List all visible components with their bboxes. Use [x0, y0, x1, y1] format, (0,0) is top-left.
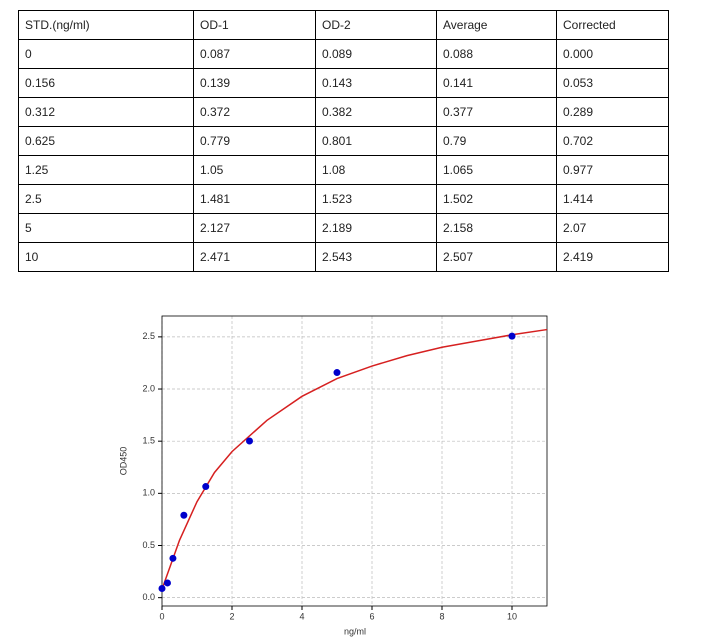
y-tick-label: 0.5 [142, 540, 155, 550]
table-cell: 0.143 [315, 68, 437, 98]
y-tick-label: 1.0 [142, 488, 155, 498]
table-cell: STD.(ng/ml) [18, 10, 194, 40]
table-cell: Corrected [556, 10, 669, 40]
table-cell: 0.141 [436, 68, 557, 98]
y-tick-label: 0.0 [142, 592, 155, 602]
data-point [163, 579, 171, 587]
table-row: 0.312 0.372 0.382 0.377 0.289 [18, 97, 669, 127]
table-cell: 0.977 [556, 155, 669, 185]
table-cell: 2.507 [436, 242, 557, 272]
data-point [169, 554, 177, 562]
table-row: 5 2.127 2.189 2.158 2.07 [18, 213, 669, 243]
table-cell: 0.779 [193, 126, 316, 156]
table-cell: 10 [18, 242, 194, 272]
data-point [202, 483, 210, 491]
x-axis-label: ng/ml [344, 626, 366, 636]
table-cell: 0.79 [436, 126, 557, 156]
header-row: STD.(ng/ml) OD-1 OD-2 Average Corrected [18, 10, 669, 40]
x-tick-label: 2 [229, 611, 234, 621]
table-cell: 0.089 [315, 39, 437, 69]
data-point [508, 332, 516, 340]
y-tick-label: 2.0 [142, 383, 155, 393]
x-tick-label: 10 [507, 611, 517, 621]
plot-frame [161, 315, 548, 607]
table-row: 10 2.471 2.543 2.507 2.419 [18, 242, 669, 272]
data-point [333, 369, 341, 377]
table-cell: OD-1 [193, 10, 316, 40]
x-tick-label: 6 [369, 611, 374, 621]
data-point [158, 584, 166, 592]
table-cell: 1.414 [556, 184, 669, 214]
table-cell: 2.189 [315, 213, 437, 243]
table-cell: Average [436, 10, 557, 40]
table-cell: 2.07 [556, 213, 669, 243]
table-cell: 1.05 [193, 155, 316, 185]
fit-curve [161, 328, 548, 590]
table-cell: 0.087 [193, 39, 316, 69]
table-cell: 1.065 [436, 155, 557, 185]
table-cell: 2.471 [193, 242, 316, 272]
data-point [246, 437, 253, 445]
data-table: STD.(ng/ml) OD-1 OD-2 Average Corrected 0 0.08… [18, 10, 669, 272]
figure-bg [108, 288, 583, 644]
table-cell: 2.5 [18, 184, 194, 214]
x-tick-label: 8 [439, 611, 444, 621]
table-cell: 0.377 [436, 97, 557, 127]
x-tick-label: 0 [159, 611, 164, 621]
table-cell: 2.419 [556, 242, 669, 272]
y-tick-label: 2.5 [142, 331, 155, 341]
table-row: 0 0.087 0.089 0.088 0.000 [18, 39, 669, 69]
table-cell: 0.312 [18, 97, 194, 127]
table-cell: 2.543 [315, 242, 437, 272]
table-cell: 0.382 [315, 97, 437, 127]
data-point [180, 511, 188, 519]
x-tick-label: 4 [299, 611, 304, 621]
y-tick-label: 1.5 [142, 436, 155, 446]
y-axis-label: OD450 [118, 447, 128, 476]
